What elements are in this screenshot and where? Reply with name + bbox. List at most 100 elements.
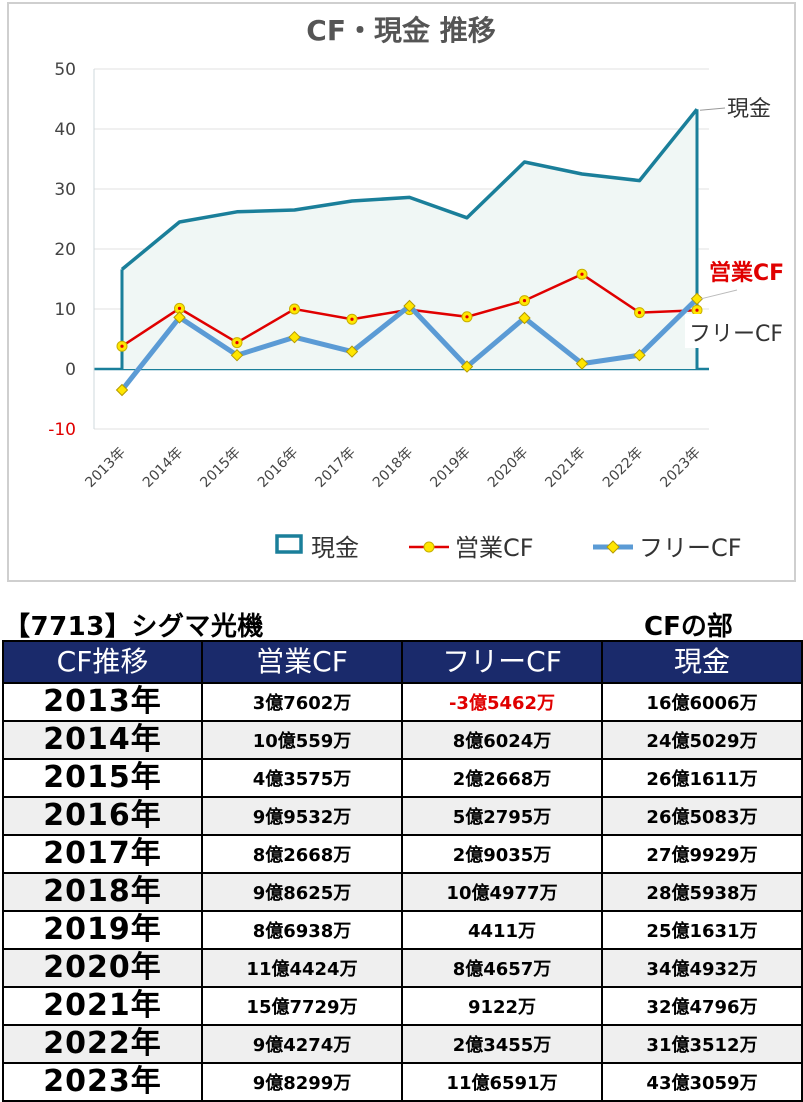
cell-free-cf: 11億6591万 — [401, 1062, 603, 1102]
operating-cf-point-dot — [120, 344, 124, 348]
x-tick-label: 2013年 — [82, 445, 128, 491]
cell-operating-cf: 8億6938万 — [201, 910, 403, 950]
y-tick-label: 50 — [54, 60, 76, 80]
cell-operating-cf: 9億8625万 — [201, 872, 403, 912]
table-row: 2021年 15億7729万 9122万 32億4796万 — [2, 986, 803, 1026]
cell-free-cf: 2億3455万 — [401, 1024, 603, 1064]
table-row: 2014年 10億559万 8億6024万 24億5029万 — [2, 720, 803, 760]
x-tick-label: 2018年 — [370, 445, 416, 491]
operating-cf-point-dot — [235, 341, 239, 345]
x-tick-label: 2021年 — [542, 445, 588, 491]
cell-year: 2021年 — [2, 986, 203, 1026]
y-tick-label: 30 — [54, 180, 76, 200]
operating-cf-point-dot — [522, 299, 527, 303]
end-label-free-cf-bg — [685, 314, 785, 348]
operating-cf-point-dot — [177, 306, 182, 310]
x-tick-label: 2015年 — [197, 445, 243, 491]
free-cf-point — [115, 383, 129, 397]
cell-cash: 24億5029万 — [601, 720, 803, 760]
header-cash: 現金 — [601, 640, 803, 684]
y-tick-label: 0 — [65, 360, 76, 380]
free-cf-point — [173, 311, 186, 324]
x-tick-label: 2022年 — [600, 445, 646, 491]
table-row: 2022年 9億4274万 2億3455万 31億3512万 — [2, 1024, 803, 1064]
table-row: 2019年 8億6938万 4411万 25億1631万 — [2, 910, 803, 950]
cell-operating-cf: 4億3575万 — [201, 758, 403, 798]
cell-year: 2018年 — [2, 872, 203, 912]
cell-year: 2019年 — [2, 910, 203, 950]
table-row: 2015年 4億3575万 2億2668万 26億1611万 — [2, 758, 803, 798]
cell-free-cf: 8億4657万 — [401, 948, 603, 988]
end-label-free-cf: フリーCF — [689, 322, 783, 347]
table-header-row: 【7713】シグマ光機 CFの部 — [0, 606, 803, 642]
legend-free-cf-marker — [606, 540, 620, 554]
operating-cf-point-dot — [637, 311, 642, 315]
free-cf-point — [230, 348, 244, 362]
y-tick-label: 10 — [54, 300, 76, 320]
legend-cash-label: 現金 — [311, 534, 359, 562]
x-tick-label: 2019年 — [427, 445, 473, 491]
y-tick-label: 40 — [54, 120, 76, 140]
cell-year: 2017年 — [2, 834, 203, 874]
free-cf-point — [345, 345, 359, 358]
cell-year: 2023年 — [2, 1062, 203, 1102]
free-cf-point — [460, 360, 474, 373]
cell-operating-cf: 9億9532万 — [201, 796, 403, 836]
cell-year: 2020年 — [2, 948, 203, 988]
cell-cash: 16億6006万 — [601, 682, 803, 722]
cell-cash: 25億1631万 — [601, 910, 803, 950]
cell-operating-cf: 3億7602万 — [201, 682, 403, 722]
free-cf-point — [575, 357, 589, 370]
end-label-cash: 現金 — [727, 97, 771, 122]
table-row: 2013年 3億7602万 -3億5462万 16億6006万 — [2, 682, 803, 722]
operating-cf-point-dot — [580, 272, 584, 276]
cell-cash: 32億4796万 — [601, 986, 803, 1026]
cell-free-cf: 4411万 — [401, 910, 603, 950]
legend-free-cf-label: フリーCF — [639, 534, 742, 562]
cell-operating-cf: 10億559万 — [201, 720, 403, 760]
table-body: 2013年 3億7602万 -3億5462万 16億6006万 2014年 10億559万… — [2, 682, 803, 1102]
cell-cash: 26億5083万 — [601, 796, 803, 836]
series-cash-area — [122, 109, 697, 369]
table-row: 2016年 9億9532万 5億2795万 26億5083万 — [2, 796, 803, 836]
end-label-operating-cf: 営業CF — [709, 260, 784, 286]
cell-cash: 27億9929万 — [601, 834, 803, 874]
table-row: 2017年 8億2668万 2億9035万 27億9929万 — [2, 834, 803, 874]
table-row: 2018年 9億8625万 10億4977万 28億5938万 — [2, 872, 803, 912]
operating-cf-point-dot — [292, 307, 297, 311]
table-row: 2023年 9億8299万 11億6591万 43億3059万 — [2, 1062, 803, 1102]
legend-operating-cf-label: 営業CF — [455, 534, 534, 562]
cf-cash-chart: CF・現金 推移 50 40 30 20 10 0 -10 2013年 2014年 2015年 20… — [48, 14, 785, 562]
free-cf-point — [690, 292, 704, 306]
chart-frame: CF・現金 推移 50 40 30 20 10 0 -10 2013年 2014年 2015年 20… — [7, 2, 796, 582]
legend-cash-swatch — [275, 534, 303, 554]
free-cf-point — [518, 311, 531, 325]
cell-operating-cf: 9億4274万 — [201, 1024, 403, 1064]
cell-operating-cf: 8億2668万 — [201, 834, 403, 874]
operating-cf-point-dot — [350, 317, 354, 321]
cell-cash: 43億3059万 — [601, 1062, 803, 1102]
cell-operating-cf: 15億7729万 — [201, 986, 403, 1026]
legend-operating-cf-marker — [423, 541, 435, 553]
series-cash-line — [120, 108, 699, 271]
operating-cf-point-dot — [465, 315, 469, 319]
cell-cash: 31億3512万 — [601, 1024, 803, 1064]
cell-cash: 26億1611万 — [601, 758, 803, 798]
operating-cf-point-dot — [695, 308, 699, 312]
x-tick-label: 2020年 — [485, 445, 531, 491]
cell-year: 2013年 — [2, 682, 203, 722]
header-operating-cf: 営業CF — [201, 640, 403, 684]
cell-free-cf: 2億9035万 — [401, 834, 603, 874]
header-year: CF推移 — [2, 640, 203, 684]
section-title: CFの部 — [644, 612, 733, 642]
x-tick-label: 2014年 — [140, 445, 186, 491]
label-leader-free-cf — [700, 289, 738, 300]
cell-free-cf: 5億2795万 — [401, 796, 603, 836]
x-tick-label: 2016年 — [255, 445, 301, 491]
cell-free-cf: 8億6024万 — [401, 720, 603, 760]
cell-year: 2016年 — [2, 796, 203, 836]
cell-free-cf: -3億5462万 — [401, 682, 603, 722]
cell-free-cf: 9122万 — [401, 986, 603, 1026]
y-tick-label: 20 — [54, 240, 76, 260]
